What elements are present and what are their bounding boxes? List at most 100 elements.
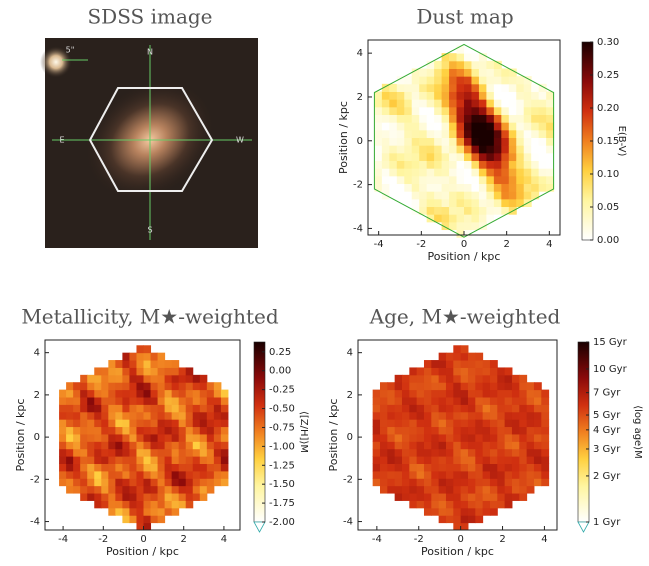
map-pixel xyxy=(411,152,420,162)
map-pixel xyxy=(419,175,428,185)
map-pixel xyxy=(489,507,498,516)
map-pixel xyxy=(453,404,462,413)
map-pixel xyxy=(504,382,513,391)
map-pixel xyxy=(129,404,137,413)
map-pixel xyxy=(80,404,88,413)
map-pixel xyxy=(416,404,425,413)
map-pixel xyxy=(431,397,440,405)
map-pixel xyxy=(516,168,525,177)
map-pixel xyxy=(178,382,187,391)
map-pixel xyxy=(445,441,454,450)
map-pixel xyxy=(511,456,520,464)
map-pixel xyxy=(482,426,491,435)
map-pixel xyxy=(387,441,396,450)
map-pixel xyxy=(456,91,465,100)
map-pixel xyxy=(143,463,152,472)
map-pixel xyxy=(493,214,502,223)
map-pixel xyxy=(523,183,532,192)
map-pixel xyxy=(401,493,410,501)
map-pixel xyxy=(164,470,173,479)
map-pixel xyxy=(416,426,425,435)
map-pixel xyxy=(538,83,547,92)
map-pixel xyxy=(531,168,540,177)
map-pixel xyxy=(501,206,510,215)
map-pixel xyxy=(101,397,109,405)
map-pixel xyxy=(401,441,410,450)
map-pixel xyxy=(157,367,166,376)
map-pixel xyxy=(108,404,116,413)
map-pixel xyxy=(523,168,532,177)
y-tick-label: -4 xyxy=(353,223,363,234)
map-pixel xyxy=(220,404,229,413)
map-pixel xyxy=(150,411,159,420)
map-pixel xyxy=(143,411,152,420)
map-pixel xyxy=(381,91,390,100)
map-pixel xyxy=(464,129,472,138)
map-pixel xyxy=(387,419,396,428)
map-pixel xyxy=(423,493,432,501)
map-pixel xyxy=(411,137,420,146)
map-pixel xyxy=(94,382,102,391)
map-pixel xyxy=(460,500,469,509)
map-pixel xyxy=(501,175,510,185)
map-pixel xyxy=(87,374,95,383)
map-pixel xyxy=(80,382,88,391)
map-pixel xyxy=(185,411,194,420)
map-pixel xyxy=(66,463,74,472)
map-pixel xyxy=(379,463,388,472)
map-pixel xyxy=(150,441,159,450)
map-pixel xyxy=(526,485,535,494)
map-pixel xyxy=(478,191,487,200)
map-pixel xyxy=(423,367,432,376)
map-pixel xyxy=(136,463,145,472)
map-pixel xyxy=(456,53,465,62)
colorbar-tick-label: 7 Gyr xyxy=(593,388,621,399)
map-pixel xyxy=(401,426,410,435)
map-pixel xyxy=(220,478,229,487)
map-pixel xyxy=(541,397,550,405)
map-pixel xyxy=(389,91,398,100)
map-pixel xyxy=(456,160,465,169)
map-pixel xyxy=(475,448,484,457)
map-pixel xyxy=(434,91,443,100)
map-pixel xyxy=(387,382,396,391)
map-pixel xyxy=(467,441,476,450)
map-pixel xyxy=(374,114,383,123)
image-annotation: N xyxy=(147,48,153,57)
map-pixel xyxy=(73,456,81,464)
map-pixel xyxy=(516,91,525,100)
map-pixel xyxy=(192,441,201,450)
map-pixel xyxy=(178,433,187,442)
map-pixel xyxy=(471,137,480,146)
map-pixel xyxy=(478,183,487,192)
map-pixel xyxy=(164,397,173,405)
map-pixel xyxy=(445,426,454,435)
map-pixel xyxy=(164,419,173,428)
map-pixel xyxy=(523,91,532,100)
map-pixel xyxy=(456,129,465,138)
map-pixel xyxy=(192,419,201,428)
map-pixel xyxy=(516,99,525,108)
map-pixel xyxy=(445,352,454,361)
map-pixel xyxy=(478,145,487,154)
map-pixel xyxy=(501,183,510,192)
map-pixel xyxy=(434,137,443,146)
colorbar-tick-label: 0.25 xyxy=(597,70,619,81)
map-pixel xyxy=(441,76,450,85)
map-pixel xyxy=(426,76,435,85)
map-pixel xyxy=(434,198,443,208)
map-pixel xyxy=(136,515,145,524)
map-pixel xyxy=(419,99,428,108)
map-pixel xyxy=(464,83,472,92)
map-pixel xyxy=(453,345,462,354)
map-pixel xyxy=(150,463,159,472)
map-pixel xyxy=(115,500,123,509)
map-pixel xyxy=(501,114,510,123)
map-pixel xyxy=(456,221,465,231)
map-pixel xyxy=(445,382,454,391)
map-pixel xyxy=(460,448,469,457)
map-pixel xyxy=(157,515,166,524)
map-pixel xyxy=(449,183,458,192)
map-pixel xyxy=(460,389,469,398)
x-tick-label: 0 xyxy=(461,239,467,250)
